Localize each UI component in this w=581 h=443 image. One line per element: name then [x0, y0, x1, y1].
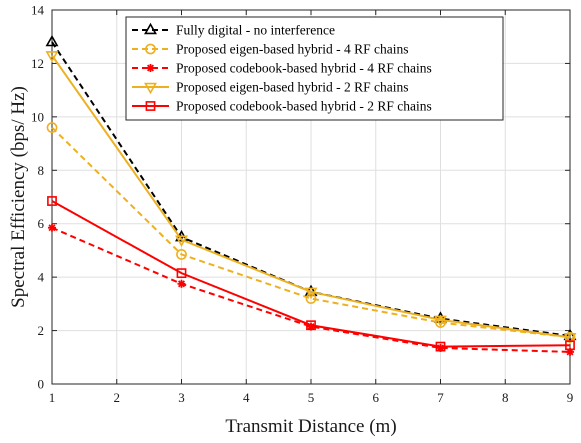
x-axis-label: Transmit Distance (m) — [225, 416, 396, 437]
data-point-marker — [434, 315, 447, 328]
series-line — [51, 126, 571, 339]
series-5 — [47, 196, 575, 352]
x-tick-label: 4 — [243, 390, 250, 405]
legend-box — [125, 16, 504, 121]
legend-label: Fully digital - no interference — [176, 23, 335, 38]
y-tick-label: 12 — [31, 56, 44, 71]
x-tick-label: 7 — [437, 390, 444, 405]
series-4 — [45, 51, 577, 345]
data-point-marker — [434, 311, 447, 323]
legend-item: Proposed codebook-based hybrid - 2 RF ch… — [132, 99, 432, 114]
data-point-marker — [306, 320, 316, 331]
y-tick-label: 6 — [38, 216, 45, 231]
data-point-marker — [435, 341, 446, 352]
y-tick-label: 4 — [38, 270, 45, 285]
x-tick-label: 9 — [567, 390, 574, 405]
legend-marker — [145, 43, 156, 55]
x-tick-label: 5 — [308, 390, 315, 405]
data-point-marker — [47, 196, 57, 206]
x-tick-label: 8 — [502, 390, 509, 405]
data-point-marker — [175, 235, 188, 247]
data-point-marker — [565, 340, 575, 351]
legend-label: Proposed codebook-based hybrid - 2 RF ch… — [176, 99, 432, 114]
series-line — [51, 226, 571, 353]
data-point-marker — [563, 332, 577, 345]
legend-item: Proposed eigen-based hybrid - 2 RF chain… — [132, 80, 408, 95]
legend-marker — [144, 22, 157, 35]
x-tick-label: 1 — [49, 390, 56, 405]
y-tick-label: 14 — [31, 3, 45, 18]
series-line — [51, 54, 571, 339]
data-point-marker — [45, 51, 59, 63]
legend-label: Proposed codebook-based hybrid - 4 RF ch… — [176, 61, 432, 76]
data-point-marker — [176, 249, 187, 260]
y-tick-label: 10 — [31, 109, 44, 124]
series-line — [51, 200, 571, 348]
data-point-marker — [563, 328, 577, 341]
data-point-marker — [177, 279, 186, 288]
data-point-marker — [305, 293, 317, 304]
data-point-marker — [304, 287, 318, 300]
y-tick-label: 2 — [38, 323, 45, 338]
legend-item: Proposed codebook-based hybrid - 4 RF ch… — [132, 61, 432, 76]
data-point-marker — [176, 268, 187, 279]
legend-marker — [146, 64, 155, 72]
data-point-marker — [46, 122, 58, 133]
y-tick-label: 8 — [38, 163, 45, 178]
y-tick-label: 0 — [38, 377, 45, 392]
series-lines — [45, 34, 577, 356]
legend: Fully digital - no interference Proposed … — [125, 16, 504, 121]
x-tick-label: 3 — [178, 390, 185, 405]
legend-marker — [145, 101, 156, 111]
x-tick-label: 2 — [114, 390, 121, 405]
legend-marker — [144, 82, 157, 95]
legend-label: Proposed eigen-based hybrid - 4 RF chain… — [176, 42, 408, 57]
legend-label: Proposed eigen-based hybrid - 2 RF chain… — [176, 80, 408, 95]
data-point-marker — [45, 34, 59, 47]
legend-item: Proposed eigen-based hybrid - 4 RF chain… — [132, 42, 408, 57]
y-axis-label: Spectral Efficiency (bps/ Hz) — [8, 86, 29, 308]
data-point-marker — [48, 223, 56, 232]
legend-item: Fully digital - no interference — [132, 23, 335, 38]
x-tick-label: 6 — [373, 390, 380, 405]
data-point-marker — [435, 317, 446, 328]
